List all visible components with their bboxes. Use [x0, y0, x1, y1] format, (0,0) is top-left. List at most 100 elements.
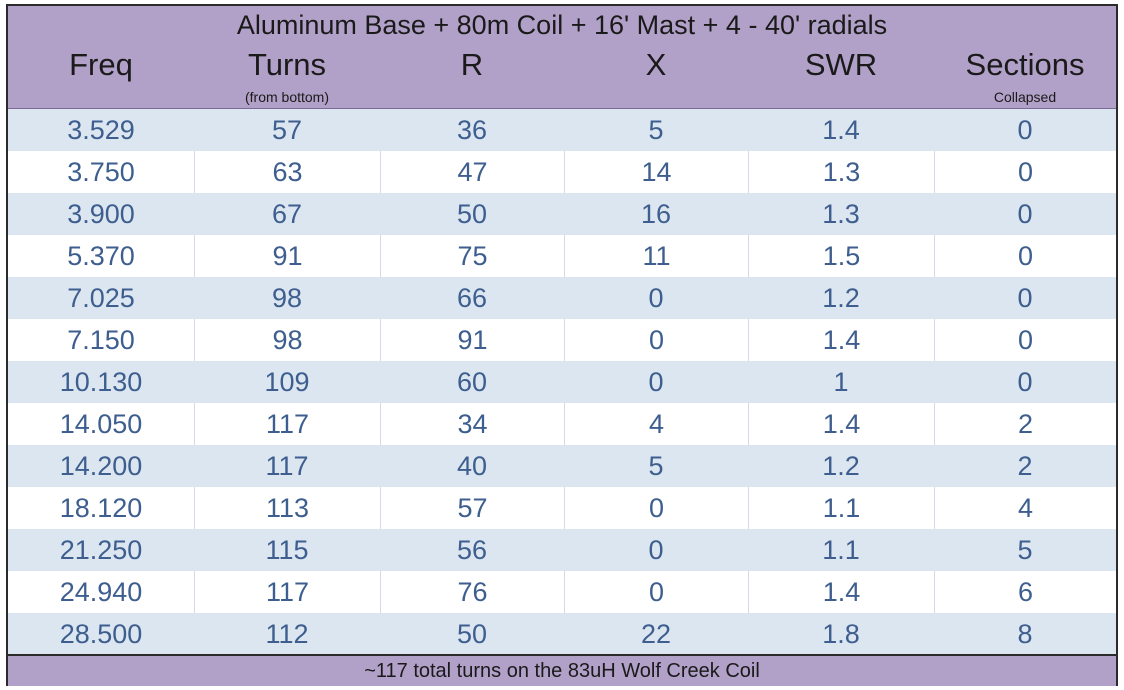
cell-swr: 1.4	[748, 403, 934, 445]
cell-turns: 63	[194, 151, 380, 193]
column-header-x: X	[645, 47, 667, 82]
cell-sections: 0	[1017, 199, 1033, 229]
cell-x: 0	[648, 535, 664, 565]
cell-sections: 0	[1017, 115, 1033, 145]
cell-sections: 5	[1017, 535, 1033, 565]
column-header-sections: Sections	[965, 47, 1085, 82]
cell-r: 75	[380, 235, 564, 277]
table-row: 21.250 115 56 0 1.1 5	[8, 529, 1116, 571]
cell-x: 5	[648, 451, 664, 481]
cell-turns: 117	[194, 403, 380, 445]
cell-sections: 0	[934, 151, 1116, 193]
table-row: 7.025 98 66 0 1.2 0	[8, 277, 1116, 319]
table-row: 14.050 117 34 4 1.4 2	[8, 403, 1116, 445]
antenna-data-table: Aluminum Base + 80m Coil + 16' Mast + 4 …	[6, 4, 1118, 686]
cell-x: 0	[564, 319, 748, 361]
table-footer-note: ~117 total turns on the 83uH Wolf Creek …	[8, 654, 1116, 686]
table-header: Aluminum Base + 80m Coil + 16' Mast + 4 …	[8, 6, 1116, 109]
cell-sections: 2	[1017, 451, 1033, 481]
cell-turns: 57	[271, 115, 303, 145]
cell-sections: 4	[934, 487, 1116, 529]
cell-freq: 10.130	[59, 367, 143, 397]
cell-turns: 98	[271, 283, 303, 313]
cell-turns: 113	[194, 487, 380, 529]
cell-r: 56	[456, 535, 488, 565]
cell-turns: 117	[265, 451, 309, 481]
cell-swr: 1.8	[822, 619, 860, 649]
table-row: 3.529 57 36 5 1.4 0	[8, 109, 1116, 151]
cell-freq: 28.500	[59, 619, 143, 649]
cell-r: 76	[380, 571, 564, 613]
cell-swr: 1.1	[822, 535, 860, 565]
cell-r: 47	[380, 151, 564, 193]
column-header-turns: Turns	[247, 47, 327, 82]
cell-freq: 24.940	[59, 577, 143, 607]
cell-swr: 1.4	[748, 571, 934, 613]
cell-x: 0	[564, 487, 748, 529]
cell-freq: 3.529	[67, 115, 135, 145]
cell-swr: 1.2	[822, 451, 860, 481]
cell-x: 0	[648, 283, 664, 313]
cell-sections: 0	[934, 319, 1116, 361]
table-row: 10.130 109 60 0 1 0	[8, 361, 1116, 403]
cell-r: 60	[456, 367, 488, 397]
cell-freq: 14.200	[59, 451, 143, 481]
table-title: Aluminum Base + 80m Coil + 16' Mast + 4 …	[236, 10, 888, 40]
cell-sections: 0	[1017, 283, 1033, 313]
table-row: 3.750 63 47 14 1.3 0	[8, 151, 1116, 193]
cell-r: 50	[456, 199, 488, 229]
cell-r: 66	[456, 283, 488, 313]
table-row: 5.370 91 75 11 1.5 0	[8, 235, 1116, 277]
cell-x: 5	[648, 115, 664, 145]
cell-freq: 18.120	[59, 493, 143, 523]
cell-freq: 7.150	[67, 325, 135, 355]
column-header-freq: Freq	[69, 47, 133, 82]
cell-sections: 2	[934, 403, 1116, 445]
column-subheader-turns: (from bottom)	[244, 89, 329, 105]
cell-swr: 1.3	[822, 199, 860, 229]
table-row: 3.900 67 50 16 1.3 0	[8, 193, 1116, 235]
cell-x: 14	[564, 151, 748, 193]
cell-swr: 1.1	[748, 487, 934, 529]
cell-freq: 5.370	[67, 241, 135, 271]
table-row: 14.200 117 40 5 1.2 2	[8, 445, 1116, 487]
cell-freq: 3.900	[67, 199, 135, 229]
cell-x: 16	[640, 199, 672, 229]
table-row: 7.150 98 91 0 1.4 0	[8, 319, 1116, 361]
cell-sections: 8	[1017, 619, 1033, 649]
cell-turns: 115	[265, 535, 309, 565]
cell-sections: 0	[934, 235, 1116, 277]
cell-r: 57	[380, 487, 564, 529]
cell-r: 91	[380, 319, 564, 361]
cell-x: 11	[564, 235, 748, 277]
cell-turns: 109	[264, 367, 310, 397]
table-row: 28.500 112 50 22 1.8 8	[8, 613, 1116, 655]
table-row: 24.940 117 76 0 1.4 6	[8, 571, 1116, 613]
cell-x: 0	[564, 571, 748, 613]
cell-turns: 98	[194, 319, 380, 361]
cell-turns: 67	[271, 199, 303, 229]
cell-freq: 7.025	[67, 283, 135, 313]
cell-turns: 117	[194, 571, 380, 613]
cell-sections: 6	[934, 571, 1116, 613]
cell-r: 34	[380, 403, 564, 445]
cell-sections: 0	[1017, 367, 1033, 397]
cell-r: 40	[456, 451, 488, 481]
cell-turns: 91	[194, 235, 380, 277]
column-header-swr: SWR	[804, 47, 878, 82]
column-subheader-sections: Collapsed	[993, 89, 1057, 105]
cell-x: 0	[648, 367, 664, 397]
cell-swr: 1	[833, 367, 849, 397]
column-header-r: R	[460, 47, 484, 82]
cell-freq: 14.050	[59, 409, 143, 439]
cell-freq: 21.250	[59, 535, 143, 565]
table-row: 18.120 113 57 0 1.1 4	[8, 487, 1116, 529]
cell-x: 22	[640, 619, 672, 649]
cell-x: 4	[564, 403, 748, 445]
cell-swr: 1.4	[822, 115, 860, 145]
cell-freq: 3.750	[67, 157, 135, 187]
cell-swr: 1.3	[748, 151, 934, 193]
cell-swr: 1.5	[748, 235, 934, 277]
cell-swr: 1.2	[822, 283, 860, 313]
cell-r: 50	[456, 619, 488, 649]
